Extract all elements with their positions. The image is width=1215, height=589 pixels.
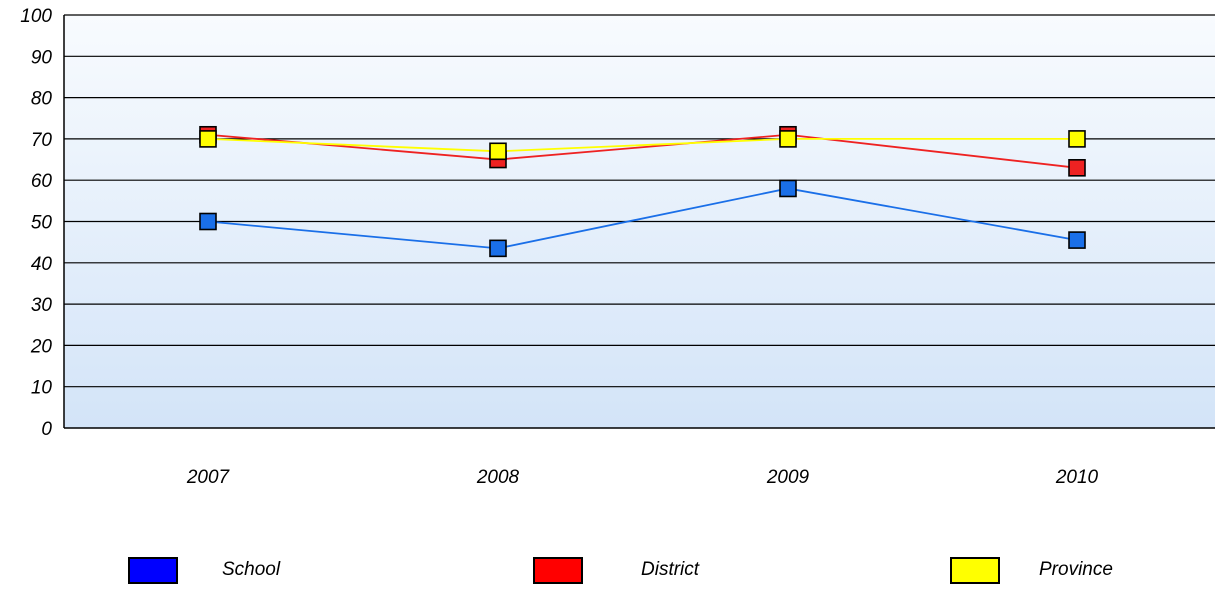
series-markers <box>199 125 1086 258</box>
legend-swatch <box>128 557 178 584</box>
y-tick-label: 20 <box>30 336 53 357</box>
y-tick-label: 90 <box>31 47 53 68</box>
legend-label: Province <box>1039 559 1113 580</box>
point-school <box>1068 231 1086 249</box>
point-province <box>199 130 217 148</box>
y-tick-label: 100 <box>20 6 52 27</box>
x-tick-label: 2008 <box>476 467 520 488</box>
y-tick-label: 50 <box>31 213 53 234</box>
y-axis-ticks: 0 10 20 30 40 50 60 70 80 90 100 <box>20 6 52 440</box>
series-lines <box>207 133 1078 250</box>
point-district <box>1068 159 1086 177</box>
legend-label: School <box>222 559 281 580</box>
gridlines <box>63 14 1215 429</box>
legend-swatch <box>533 557 583 584</box>
point-school <box>489 239 507 258</box>
x-tick-label: 2009 <box>766 467 810 488</box>
y-tick-label: 80 <box>31 89 53 110</box>
x-tick-label: 2010 <box>1055 467 1099 488</box>
point-province <box>489 142 507 161</box>
legend-label: District <box>641 559 700 580</box>
legend-swatch <box>950 557 1000 584</box>
point-school <box>199 212 217 231</box>
series-line-province <box>207 137 1077 153</box>
series-line-district <box>207 133 1078 169</box>
series-line-school <box>207 187 1078 250</box>
line-chart: 0 10 20 30 40 50 60 70 80 90 100 2007 2008 2009 2010 <box>20 6 1215 488</box>
x-axis-ticks: 2007 2008 2009 2010 <box>186 467 1099 488</box>
y-tick-label: 40 <box>31 254 53 275</box>
legend: School District Province <box>0 553 1215 589</box>
y-tick-label: 30 <box>31 295 53 316</box>
point-school <box>779 179 797 198</box>
point-province <box>1068 130 1086 148</box>
x-tick-label: 2007 <box>186 467 231 488</box>
y-tick-label: 70 <box>31 130 53 151</box>
y-tick-label: 60 <box>31 171 53 192</box>
y-tick-label: 10 <box>31 378 53 399</box>
y-tick-label: 0 <box>41 419 52 440</box>
point-province <box>779 130 797 148</box>
